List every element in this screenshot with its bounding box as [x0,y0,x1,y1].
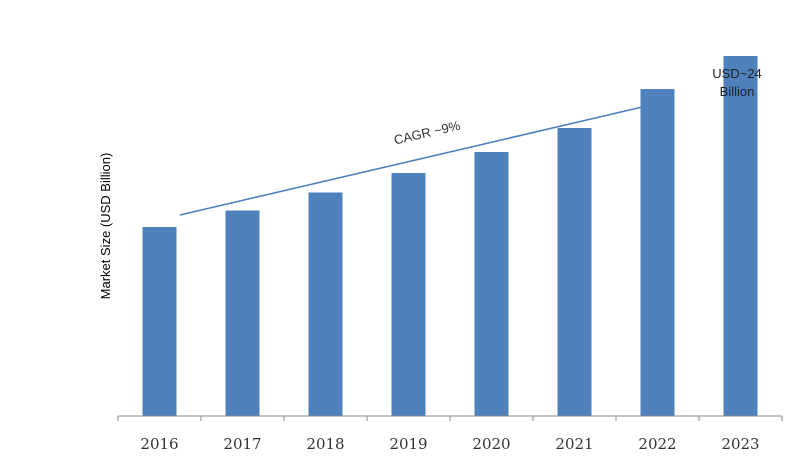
bars-group [142,56,758,416]
bar-2021 [557,128,592,416]
last-bar-annotation-line1: USD~24 [712,66,762,81]
x-tick-label: 2023 [721,435,759,453]
last-bar-annotation-line2: Billion [720,84,755,99]
x-tick-label: 2019 [389,435,427,453]
x-tick-label: 2021 [555,435,593,453]
cagr-arrow [179,101,668,216]
x-ticks-group: 2016 2017 2018 2019 2020 2021 2022 2023 [117,416,783,453]
bar-2020 [474,152,509,416]
cagr-label: CAGR ~9% [392,118,462,148]
bar-2016 [142,227,177,416]
x-tick-label: 2022 [638,435,676,453]
bar-2023 [723,56,758,416]
y-axis-title: Market Size (USD Billion) [98,153,113,300]
x-tick-label: 2016 [140,435,178,453]
bar-2019 [391,173,426,416]
bar-2018 [308,192,343,416]
bar-2022 [640,89,675,416]
bar-2017 [225,210,260,416]
x-tick-label: 2020 [472,435,510,453]
x-tick-label: 2018 [306,435,344,453]
x-tick-label: 2017 [223,435,261,453]
